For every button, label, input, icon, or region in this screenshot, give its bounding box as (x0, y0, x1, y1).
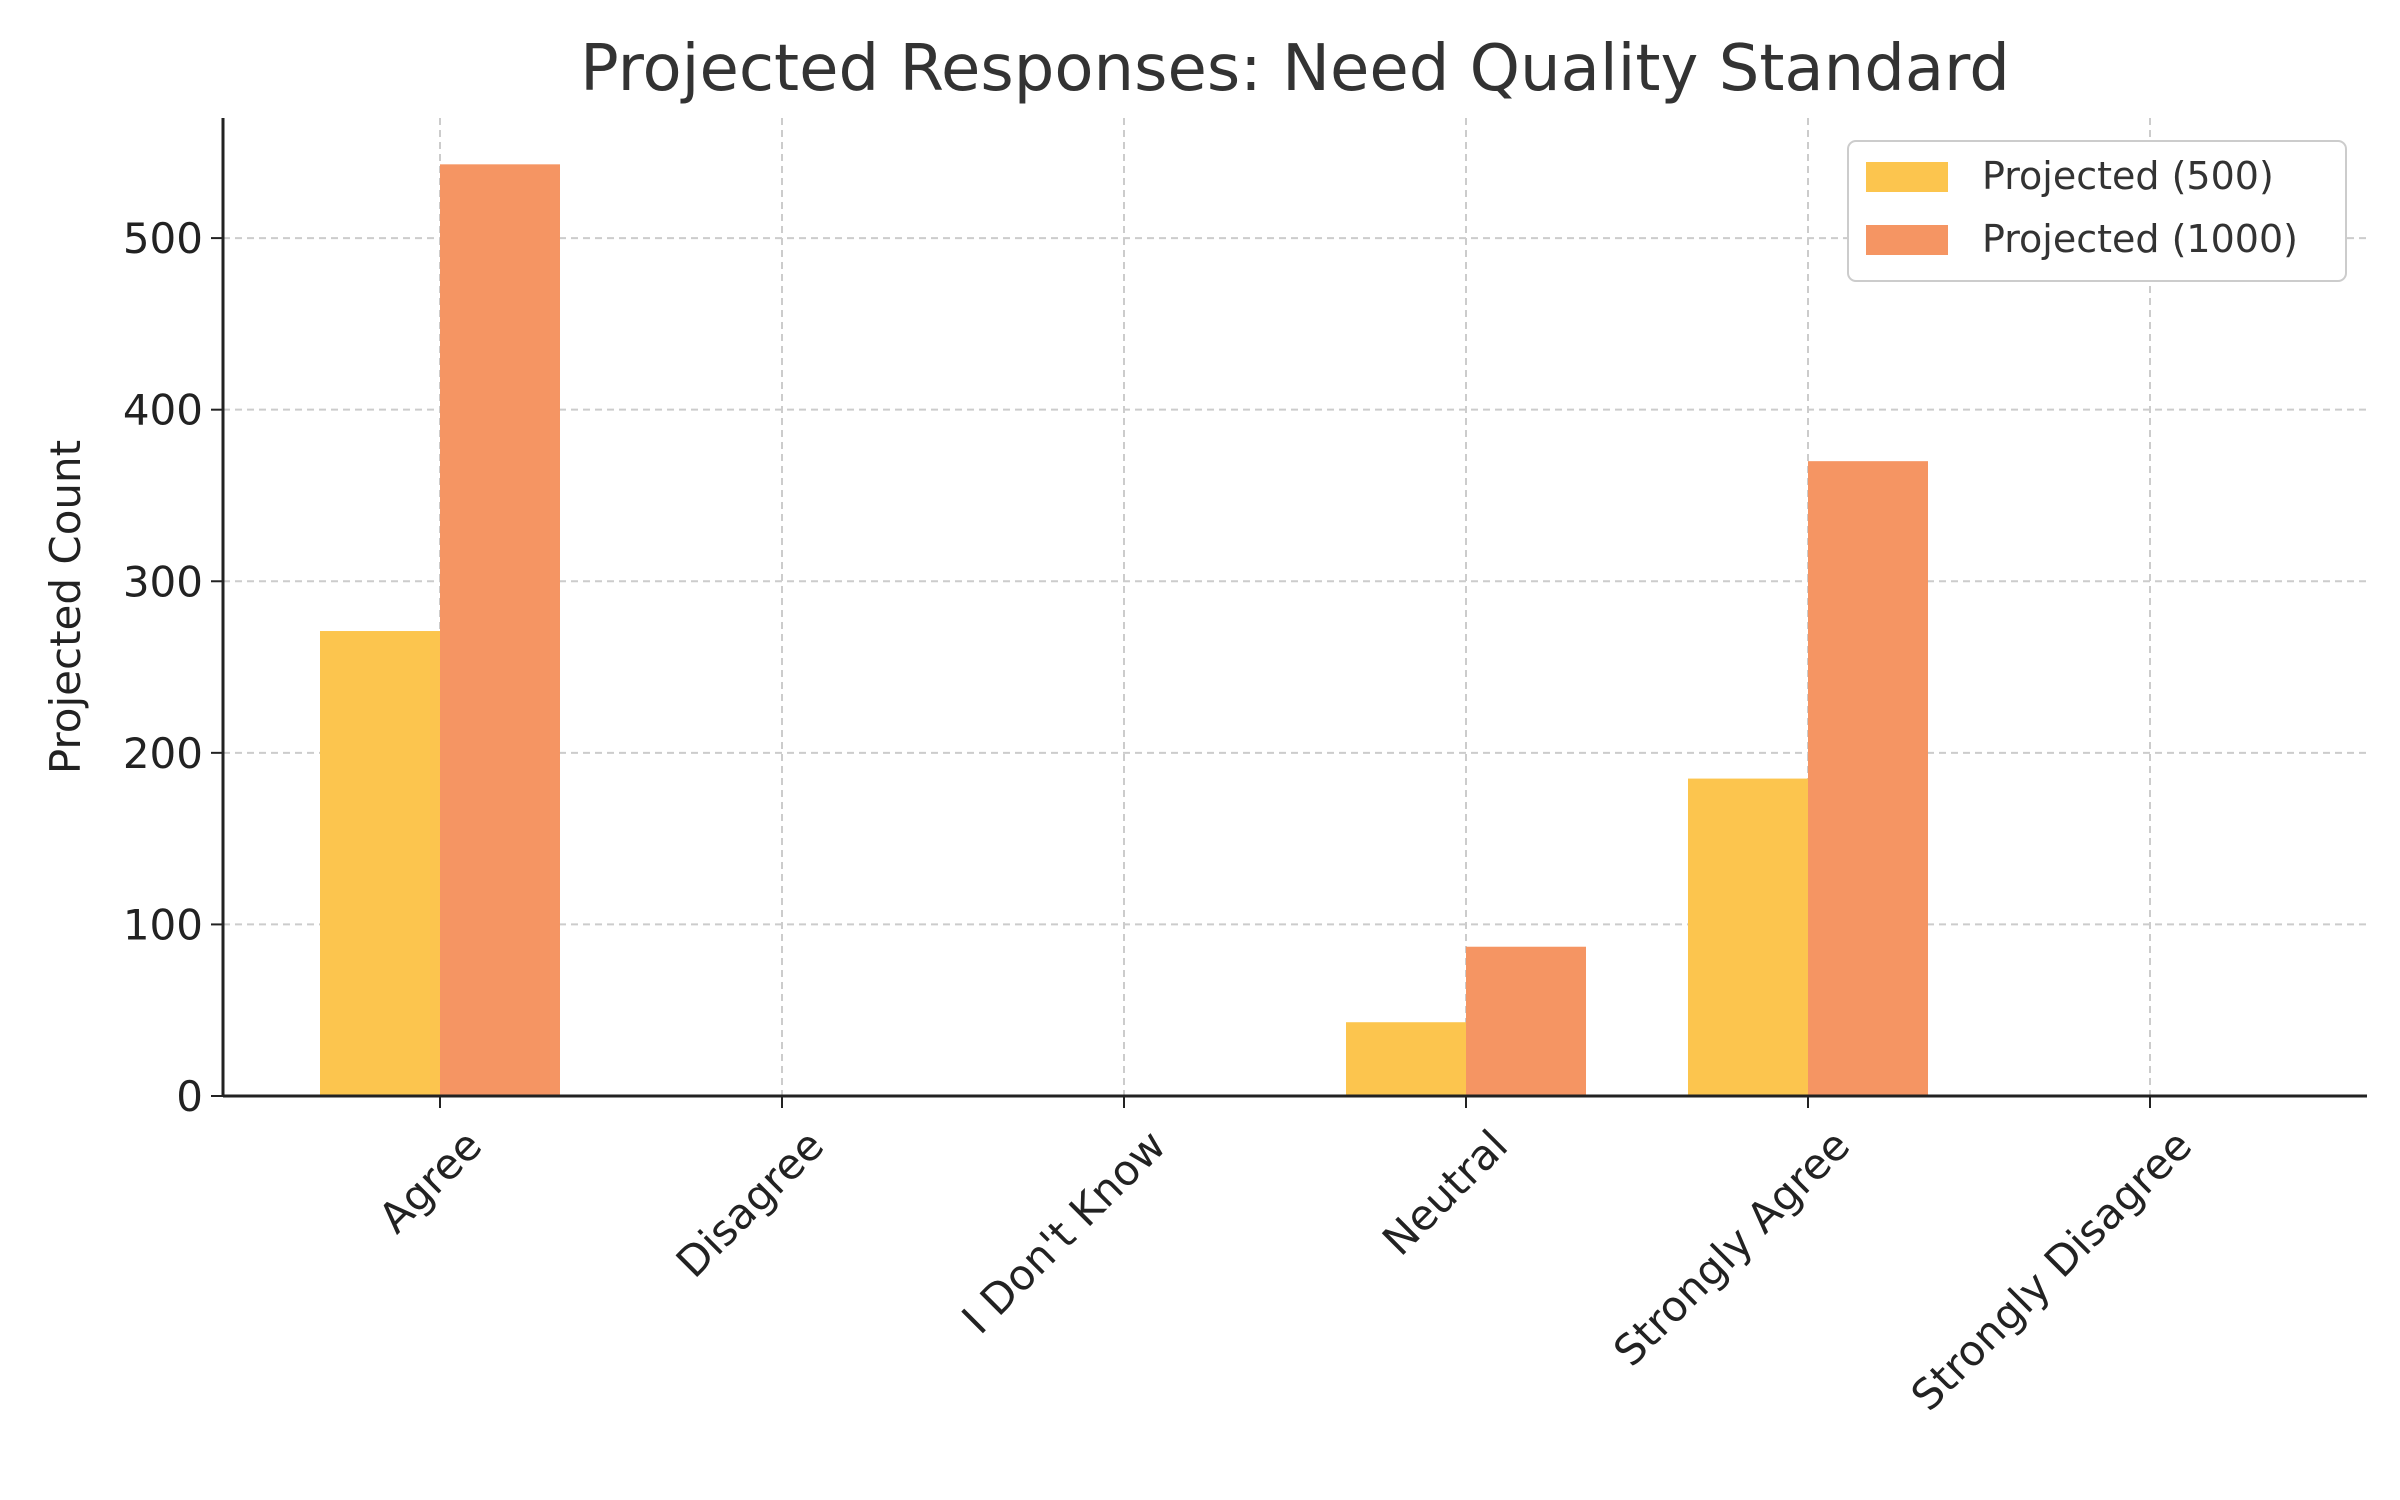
y-tick-label: 500 (123, 214, 203, 263)
legend-swatch-projected-500 (1866, 162, 1948, 192)
legend-label-projected-1000: Projected (1000) (1982, 217, 2298, 261)
y-tick-label: 100 (123, 900, 203, 949)
y-axis-label: Projected Count (41, 440, 90, 774)
y-tick-label: 300 (123, 557, 203, 606)
bars (320, 164, 1928, 1097)
bar-projected-500-strongly-agree (1688, 778, 1808, 1096)
chart-title: Projected Responses: Need Quality Standa… (580, 32, 2010, 106)
legend-label-projected-500: Projected (500) (1982, 154, 2274, 198)
y-axis-ticks: 0 100 200 300 400 500 (123, 214, 223, 1121)
y-tick-label: 0 (176, 1072, 203, 1121)
bar-projected-1000-strongly-agree (1808, 461, 1928, 1096)
bar-projected-500-agree (320, 631, 440, 1096)
legend-swatch-projected-1000 (1866, 225, 1948, 255)
y-tick-label: 200 (123, 729, 203, 778)
bar-projected-1000-agree (440, 164, 560, 1097)
bar-projected-1000-neutral (1466, 946, 1586, 1096)
legend: Projected (500) Projected (1000) (1847, 140, 2347, 282)
legend-box (1847, 140, 2347, 282)
bar-projected-500-neutral (1346, 1022, 1466, 1096)
y-tick-label: 400 (123, 386, 203, 435)
